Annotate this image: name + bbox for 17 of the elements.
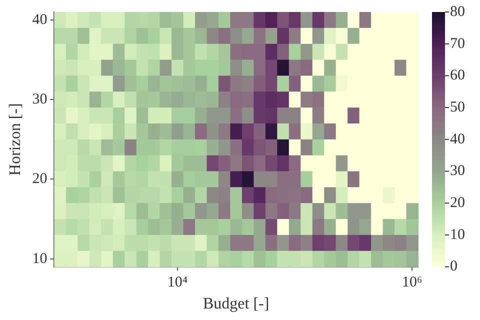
color-bar-label: 50 — [450, 99, 465, 116]
x-axis-title: Budget [-] — [203, 296, 270, 313]
color-bar-label: 40 — [450, 131, 465, 148]
color-bar-label: 20 — [450, 195, 465, 212]
color-bar-label: 0 — [450, 258, 458, 275]
y-tick-label: 20 — [32, 171, 48, 188]
x-tick-label: 10⁴ — [167, 274, 188, 291]
x-tick-label: 10⁶ — [402, 274, 422, 291]
y-tick-label: 30 — [32, 92, 48, 108]
y-axis-title: Horizon [-] — [6, 103, 24, 176]
y-tick-label: 40 — [32, 12, 48, 28]
color-bar-label: 60 — [450, 68, 465, 84]
y-tick-label: 10 — [32, 250, 48, 267]
color-bar-label: 80 — [450, 4, 465, 20]
color-bar-label: 10 — [450, 226, 465, 243]
color-bar-label: 30 — [450, 163, 465, 180]
color-bar-label: 70 — [450, 36, 465, 52]
